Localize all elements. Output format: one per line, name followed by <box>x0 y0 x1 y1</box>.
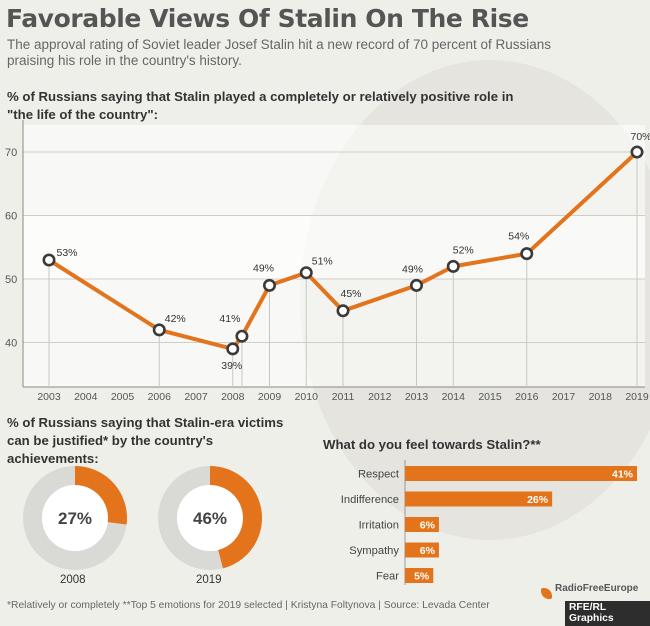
data-point <box>226 342 240 356</box>
donut-value-label: 27% <box>58 509 92 528</box>
data-label: 70% <box>630 131 650 143</box>
donut-slice <box>75 466 127 525</box>
bar <box>405 491 553 507</box>
x-tick-label: 2008 <box>221 391 245 403</box>
data-point <box>446 259 460 273</box>
footnote: *Relatively or completely **Top 5 emotio… <box>7 600 490 611</box>
x-tick-label: 2003 <box>37 391 61 403</box>
x-tick-label: 2009 <box>258 391 282 403</box>
data-label: 39% <box>221 360 242 372</box>
x-tick-label: 2019 <box>625 391 649 403</box>
x-tick-label: 2018 <box>589 391 613 403</box>
x-tick-label: 2013 <box>405 391 429 403</box>
donut-hole <box>42 485 108 551</box>
x-tick-label: 2004 <box>74 391 98 403</box>
data-label: 51% <box>312 256 333 268</box>
data-label: 49% <box>402 263 423 275</box>
data-point <box>262 278 276 292</box>
bar-value-label: 6% <box>420 520 436 532</box>
bar-value-label: 26% <box>527 494 549 506</box>
bar-value-label: 6% <box>420 545 436 557</box>
plot-band <box>23 215 645 280</box>
data-point <box>336 304 350 318</box>
bar <box>405 542 439 558</box>
line-chart-question: % of Russians saying that Stalin played … <box>7 89 514 122</box>
data-label: 45% <box>340 288 361 300</box>
logo-icon <box>541 588 552 599</box>
data-point <box>409 278 423 292</box>
bar-value-label: 41% <box>612 469 634 481</box>
data-label: 41% <box>219 313 240 325</box>
data-point <box>42 253 56 267</box>
x-tick-label: 2014 <box>442 391 466 403</box>
data-label: 52% <box>453 244 474 256</box>
data-label: 49% <box>253 262 274 274</box>
bar-category-label: Irritation <box>359 520 399 532</box>
y-tick-label: 60 <box>5 211 17 223</box>
data-label: 54% <box>508 231 529 243</box>
x-tick-label: 2012 <box>368 391 392 403</box>
bar-category-label: Indifference <box>341 494 399 506</box>
y-tick-label: 40 <box>5 338 17 350</box>
bar-category-label: Fear <box>376 571 399 583</box>
data-point <box>630 145 644 159</box>
bar <box>405 568 434 583</box>
credit-badge: RFE/RL Graphics <box>565 601 650 626</box>
x-tick-label: 2006 <box>148 391 172 403</box>
donut-year-label: 2019 <box>196 574 222 586</box>
donut-value-label: 46% <box>193 509 227 528</box>
bar-value-label: 5% <box>414 571 430 583</box>
chart-title: Favorable Views Of Stalin On The Rise <box>6 4 529 33</box>
x-tick-label: 2017 <box>552 391 576 403</box>
y-tick-label: 50 <box>5 274 17 286</box>
data-point <box>152 323 166 337</box>
x-tick-label: 2016 <box>515 391 539 403</box>
chart-subtitle: The approval rating of Soviet leader Jos… <box>7 37 552 68</box>
data-label: 42% <box>165 313 186 325</box>
bar-category-label: Sympathy <box>349 545 399 557</box>
bar <box>405 517 439 532</box>
data-point <box>235 329 249 343</box>
x-tick-label: 2007 <box>184 391 208 403</box>
bar-category-label: Respect <box>358 469 400 481</box>
data-point <box>299 266 313 280</box>
bar-chart-question: What do you feel towards Stalin?** <box>323 437 541 452</box>
donut-slice <box>210 466 262 569</box>
x-tick-label: 2005 <box>111 391 135 403</box>
data-label: 53% <box>56 247 77 259</box>
logo: RadioFreeEurope <box>555 583 639 594</box>
donut-chart-question: % of Russians saying that Stalin-era vic… <box>7 415 284 466</box>
x-tick-label: 2010 <box>295 391 319 403</box>
y-tick-label: 70 <box>5 147 17 159</box>
bar <box>405 466 637 481</box>
x-tick-label: 2011 <box>332 391 355 403</box>
donut-hole <box>177 485 243 551</box>
data-point <box>520 247 534 261</box>
x-tick-label: 2015 <box>478 391 502 403</box>
donut-year-label: 2008 <box>60 574 86 586</box>
